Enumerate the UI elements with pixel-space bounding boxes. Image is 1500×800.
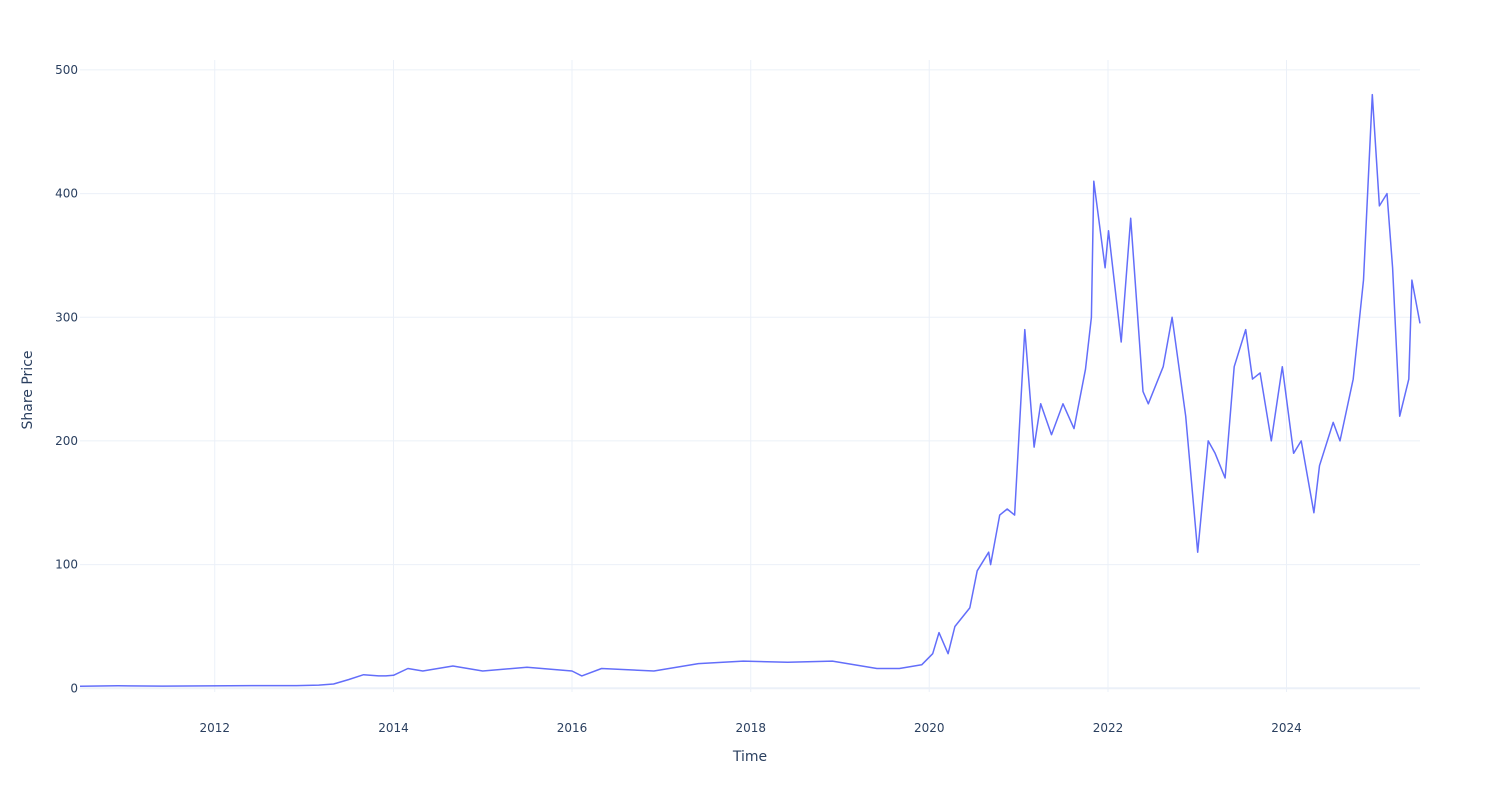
y-tick-label: 0	[70, 681, 78, 695]
x-tick-label: 2024	[1271, 721, 1302, 735]
x-tick-label: 2014	[378, 721, 409, 735]
x-tick-label: 2020	[914, 721, 945, 735]
series-line	[79, 93, 1421, 688]
x-axis-ticks: 2012 2014 2016 2018 2020 2022 2024	[199, 721, 1301, 735]
plot-area	[79, 93, 1421, 688]
y-axis-title: Share Price	[20, 350, 36, 429]
y-tick-label: 200	[55, 434, 78, 448]
y-axis-ticks: 0 100 200 300 400 500	[55, 63, 78, 695]
y-tick-label: 500	[55, 63, 78, 77]
gridlines	[80, 60, 1420, 692]
y-tick-label: 100	[55, 558, 78, 572]
y-tick-label: 300	[55, 310, 78, 324]
x-tick-label: 2018	[735, 721, 766, 735]
x-axis-title: Time	[732, 749, 767, 765]
x-tick-label: 2022	[1093, 721, 1124, 735]
x-tick-label: 2016	[557, 721, 588, 735]
x-tick-label: 2012	[199, 721, 230, 735]
y-tick-label: 400	[55, 187, 78, 201]
